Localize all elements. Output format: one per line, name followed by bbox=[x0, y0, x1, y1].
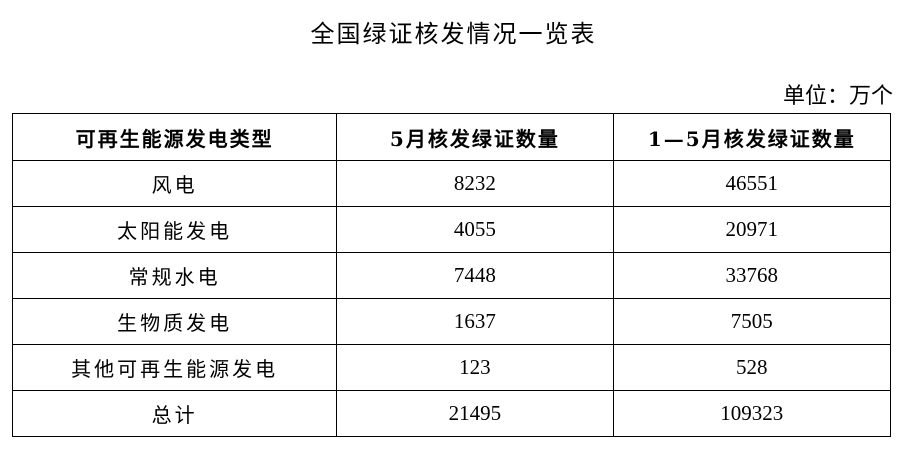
header-may: 5月核发绿证数量 bbox=[336, 113, 614, 161]
table-header-row: 可再生能源发电类型 5月核发绿证数量 1—5月核发绿证数量 bbox=[11, 113, 892, 161]
cell-type: 其他可再生能源发电 bbox=[11, 344, 338, 391]
cell-jan-may: 528 bbox=[612, 344, 892, 391]
cell-may: 123 bbox=[336, 344, 614, 391]
table-row: 总计 21495 109323 bbox=[11, 390, 892, 437]
cell-jan-may: 109323 bbox=[612, 390, 892, 437]
unit-label: 单位：万个 bbox=[782, 84, 893, 109]
cell-type: 太阳能发电 bbox=[11, 206, 338, 253]
certificate-table: 可再生能源发电类型 5月核发绿证数量 1—5月核发绿证数量 风电 8232 4655… bbox=[11, 113, 892, 437]
cell-may: 4055 bbox=[336, 206, 614, 253]
header-type: 可再生能源发电类型 bbox=[11, 113, 338, 161]
cell-jan-may: 46551 bbox=[612, 160, 892, 207]
table-row: 其他可再生能源发电 123 528 bbox=[11, 344, 892, 391]
page-title: 全国绿证核发情况一览表 bbox=[310, 20, 597, 48]
cell-may: 8232 bbox=[336, 160, 614, 207]
table-row: 风电 8232 46551 bbox=[11, 160, 892, 207]
cell-jan-may: 7505 bbox=[612, 298, 892, 345]
cell-may: 21495 bbox=[336, 390, 614, 437]
cell-may: 7448 bbox=[336, 252, 614, 299]
table-row: 太阳能发电 4055 20971 bbox=[11, 206, 892, 253]
cell-jan-may: 33768 bbox=[612, 252, 892, 299]
cell-type: 生物质发电 bbox=[11, 298, 338, 345]
header-jan-may: 1—5月核发绿证数量 bbox=[612, 113, 892, 161]
table-row: 生物质发电 1637 7505 bbox=[11, 298, 892, 345]
cell-may: 1637 bbox=[336, 298, 614, 345]
table-row: 常规水电 7448 33768 bbox=[11, 252, 892, 299]
cell-type: 风电 bbox=[11, 160, 338, 207]
cell-jan-may: 20971 bbox=[612, 206, 892, 253]
cell-type: 常规水电 bbox=[11, 252, 338, 299]
cell-type: 总计 bbox=[11, 390, 338, 437]
